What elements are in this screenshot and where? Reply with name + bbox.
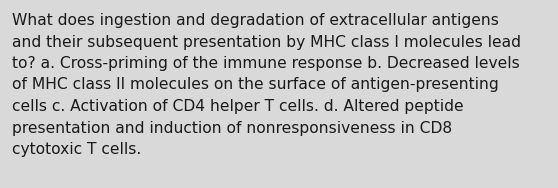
Text: cells c. Activation of CD4 helper T cells. d. Altered peptide: cells c. Activation of CD4 helper T cell… [12,99,464,114]
Text: cytotoxic T cells.: cytotoxic T cells. [12,142,141,157]
Text: What does ingestion and degradation of extracellular antigens: What does ingestion and degradation of e… [12,13,499,28]
Text: to? a. Cross-priming of the immune response b. Decreased levels: to? a. Cross-priming of the immune respo… [12,56,519,71]
Text: presentation and induction of nonresponsiveness in CD8: presentation and induction of nonrespons… [12,121,452,136]
Text: of MHC class II molecules on the surface of antigen-presenting: of MHC class II molecules on the surface… [12,77,499,92]
Text: and their subsequent presentation by MHC class I molecules lead: and their subsequent presentation by MHC… [12,35,521,49]
